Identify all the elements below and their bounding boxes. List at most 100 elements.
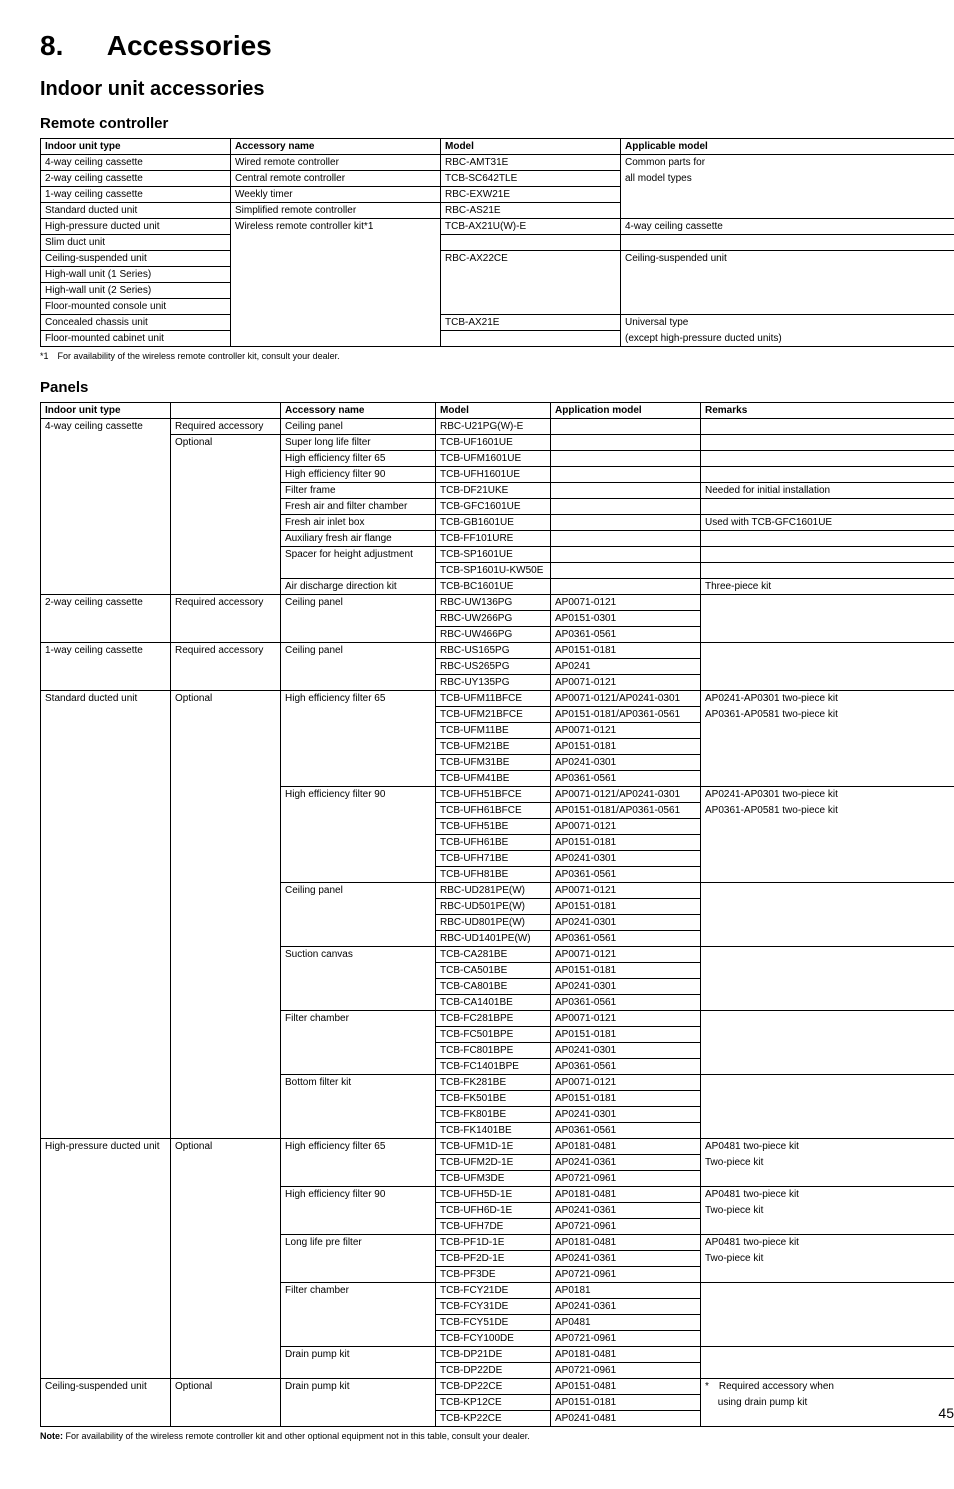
cell: TCB-FK281BE	[436, 1075, 551, 1091]
table-row: TCB-PF3DEAP0721-0961	[41, 1267, 954, 1283]
cell	[701, 899, 954, 915]
cell	[701, 467, 954, 483]
cell	[231, 251, 441, 267]
cell	[281, 1027, 436, 1043]
cell	[231, 299, 441, 315]
cell: Required accessory	[171, 595, 281, 611]
table-header: Model	[441, 139, 621, 155]
cell	[551, 419, 701, 435]
cell: Long life pre filter	[281, 1235, 436, 1251]
table-row: High-pressure ducted unitWireless remote…	[41, 219, 954, 235]
cell: TCB-UFH81BE	[436, 867, 551, 883]
cell	[171, 1027, 281, 1043]
cell: AP0071-0121/AP0241-0301	[551, 691, 701, 707]
cell: TCB-AX21U(W)-E	[441, 219, 621, 235]
cell: AP0071-0121	[551, 1075, 701, 1091]
cell: Central remote controller	[231, 171, 441, 187]
cell	[231, 235, 441, 251]
cell	[701, 1299, 954, 1315]
cell: RBC-UD501PE(W)	[436, 899, 551, 915]
cell	[171, 1219, 281, 1235]
table-row: RBC-UD501PE(W)AP0151-0181	[41, 899, 954, 915]
cell	[281, 1315, 436, 1331]
cell: TCB-FF101URE	[436, 531, 551, 547]
cell: Ceiling-suspended unit	[621, 251, 954, 267]
table2-footnote: Note: For availability of the wireless r…	[40, 1431, 954, 1441]
cell: TCB-UFH71BE	[436, 851, 551, 867]
cell: TCB-FC501BPE	[436, 1027, 551, 1043]
cell	[41, 627, 171, 643]
cell: RBC-UW136PG	[436, 595, 551, 611]
cell	[41, 579, 171, 595]
cell: Three-piece kit	[701, 579, 954, 595]
cell: High-pressure ducted unit	[41, 1139, 171, 1155]
cell: Spacer for height adjustment	[281, 547, 436, 563]
cell	[701, 851, 954, 867]
cell	[171, 1251, 281, 1267]
cell: Slim duct unit	[41, 235, 231, 251]
cell	[171, 931, 281, 947]
table-row: Floor-mounted console unit	[41, 299, 954, 315]
cell	[281, 979, 436, 995]
cell	[171, 1331, 281, 1347]
cell: TCB-GB1601UE	[436, 515, 551, 531]
cell	[171, 1011, 281, 1027]
cell	[171, 835, 281, 851]
cell	[231, 283, 441, 299]
cell	[701, 1411, 954, 1427]
cell	[41, 1283, 171, 1299]
cell: Wireless remote controller kit*1	[231, 219, 441, 235]
table-header: Applicable model	[621, 139, 954, 155]
cell	[701, 995, 954, 1011]
cell	[701, 627, 954, 643]
table-row: TCB-UFM3DEAP0721-0961	[41, 1171, 954, 1187]
cell	[701, 835, 954, 851]
table-row: TCB-UFH51BEAP0071-0121	[41, 819, 954, 835]
table-row: TCB-UFM21BFCEAP0151-0181/AP0361-0561AP03…	[41, 707, 954, 723]
cell: AP0151-0181/AP0361-0561	[551, 803, 701, 819]
cell	[701, 643, 954, 659]
cell: TCB-PF3DE	[436, 1267, 551, 1283]
cell	[701, 771, 954, 787]
cell	[551, 531, 701, 547]
cell: Fresh air inlet box	[281, 515, 436, 531]
cell	[171, 483, 281, 499]
cell	[171, 547, 281, 563]
cell: TCB-UFM2D-1E	[436, 1155, 551, 1171]
cell	[701, 675, 954, 691]
cell: AP0071-0121/AP0241-0301	[551, 787, 701, 803]
cell: AP0721-0961	[551, 1219, 701, 1235]
cell: TCB-GFC1601UE	[436, 499, 551, 515]
cell: TCB-UFM31BE	[436, 755, 551, 771]
cell	[171, 755, 281, 771]
cell	[701, 1347, 954, 1363]
table-row: Concealed chassis unitTCB-AX21EUniversal…	[41, 315, 954, 331]
cell	[41, 787, 171, 803]
cell: AP0181-0481	[551, 1187, 701, 1203]
table-row: 2-way ceiling cassetteCentral remote con…	[41, 171, 954, 187]
cell	[41, 499, 171, 515]
cell	[701, 979, 954, 995]
table-row: Floor-mounted cabinet unit(except high-p…	[41, 331, 954, 347]
table-row: High-wall unit (1 Series)	[41, 267, 954, 283]
cell: Drain pump kit	[281, 1379, 436, 1395]
cell: RBC-UY135PG	[436, 675, 551, 691]
cell	[41, 979, 171, 995]
table-row: TCB-UFM41BEAP0361-0561	[41, 771, 954, 787]
cell	[41, 1203, 171, 1219]
cell	[701, 499, 954, 515]
section-heading: 8. Accessories	[40, 30, 954, 62]
cell	[41, 435, 171, 451]
cell: TCB-FCY100DE	[436, 1331, 551, 1347]
cell: Optional	[171, 1379, 281, 1395]
cell	[41, 723, 171, 739]
cell: AP0151-0181	[551, 1091, 701, 1107]
cell: Two-piece kit	[701, 1203, 954, 1219]
cell: AP0151-0181	[551, 835, 701, 851]
table-row: TCB-UFH71BEAP0241-0301	[41, 851, 954, 867]
cell: Ceiling-suspended unit	[41, 1379, 171, 1395]
table-row: TCB-PF2D-1EAP0241-0361Two-piece kit	[41, 1251, 954, 1267]
cell	[701, 531, 954, 547]
table-row: Standard ducted unitSimplified remote co…	[41, 203, 954, 219]
table-row: RBC-UD801PE(W)AP0241-0301	[41, 915, 954, 931]
